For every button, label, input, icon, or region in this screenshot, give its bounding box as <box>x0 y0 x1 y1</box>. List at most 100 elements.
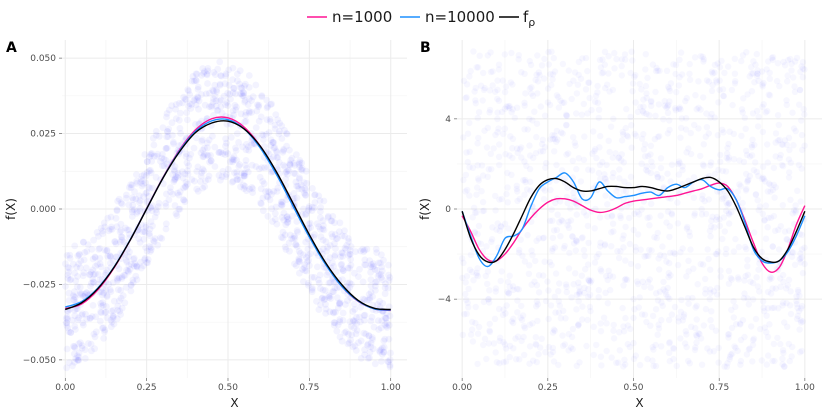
scatter-point <box>103 314 111 322</box>
scatter-point <box>606 272 614 279</box>
scatter-point <box>190 144 198 152</box>
scatter-point <box>643 252 650 260</box>
scatter-point <box>657 155 665 162</box>
scatter-point <box>506 272 513 279</box>
scatter-point <box>368 313 376 321</box>
scatter-point <box>608 354 615 361</box>
scatter-point <box>313 298 320 305</box>
scatter-point <box>659 191 666 198</box>
scatter-point <box>370 323 378 331</box>
scatter-point <box>661 102 669 109</box>
scatter-point <box>462 279 469 286</box>
scatter-point <box>725 63 732 70</box>
scatter-point <box>541 55 548 63</box>
scatter-point <box>181 95 189 103</box>
scatter-point <box>620 159 627 166</box>
scatter-point <box>646 112 653 119</box>
scatter-point <box>474 272 482 280</box>
scatter-point <box>111 238 118 245</box>
scatter-point <box>248 97 255 104</box>
scatter-point <box>383 322 390 330</box>
scatter-point <box>644 168 651 175</box>
scatter-point <box>666 340 673 347</box>
scatter-point <box>713 77 720 84</box>
scatter-point <box>76 250 83 258</box>
scatter-point <box>549 344 557 352</box>
scatter-point <box>466 119 473 127</box>
scatter-point <box>107 316 115 324</box>
scatter-point <box>677 106 684 113</box>
scatter-point <box>233 103 240 111</box>
scatter-point <box>592 92 600 100</box>
scatter-point <box>566 249 573 257</box>
scatter-point <box>257 199 264 207</box>
scatter-point <box>737 361 744 368</box>
scatter-point <box>749 296 757 303</box>
scatter-point <box>367 263 374 271</box>
scatter-point <box>239 88 247 96</box>
scatter-point <box>376 347 383 354</box>
scatter-point <box>707 289 714 297</box>
scatter-point <box>569 345 576 353</box>
scatter-point <box>703 124 711 131</box>
scatter-point <box>64 271 72 279</box>
scatter-point <box>267 136 275 144</box>
scatter-point <box>761 324 769 331</box>
scatter-point <box>536 72 543 79</box>
scatter-point <box>141 254 149 262</box>
scatter-point <box>92 313 100 321</box>
scatter-point <box>549 348 557 356</box>
scatter-point <box>70 342 77 350</box>
scatter-point <box>513 104 521 111</box>
scatter-point <box>666 339 673 346</box>
scatter-point <box>752 159 759 166</box>
scatter-point <box>798 302 806 310</box>
scatter-point <box>110 313 117 321</box>
scatter-point <box>337 253 344 261</box>
scatter-point <box>769 285 776 292</box>
scatter-point <box>764 107 771 115</box>
scatter-point <box>174 189 181 197</box>
scatter-point <box>531 208 538 215</box>
scatter-point <box>222 72 230 80</box>
scatter-point <box>582 54 590 62</box>
scatter-point <box>381 314 389 322</box>
scatter-point <box>677 49 685 56</box>
scatter-point <box>786 227 793 234</box>
scatter-point <box>232 147 240 154</box>
scatter-point <box>748 88 756 95</box>
scatter-point <box>764 188 771 195</box>
scatter-point <box>599 56 606 63</box>
scatter-point <box>328 217 336 225</box>
scatter-point <box>199 165 207 173</box>
scatter-point <box>241 97 249 104</box>
scatter-point <box>345 252 352 259</box>
scatter-point <box>533 133 540 141</box>
scatter-point <box>339 267 347 274</box>
scatter-point <box>685 268 692 275</box>
scatter-point <box>103 292 111 299</box>
scatter-point <box>475 323 483 331</box>
scatter-point <box>484 52 491 59</box>
scatter-point <box>566 80 573 88</box>
scatter-point <box>698 205 705 213</box>
scatter-point <box>612 150 619 157</box>
scatter-point <box>647 98 655 106</box>
scatter-point <box>286 161 294 169</box>
scatter-point <box>722 168 730 175</box>
scatter-point <box>620 197 627 204</box>
scatter-point <box>301 191 309 199</box>
scatter-point <box>193 96 201 104</box>
scatter-point <box>217 176 224 184</box>
scatter-point <box>293 182 300 190</box>
scatter-point <box>353 327 361 334</box>
scatter-point <box>331 253 338 260</box>
scatter-point <box>280 209 288 217</box>
scatter-point <box>136 239 144 246</box>
scatter-point <box>786 169 793 176</box>
scatter-point <box>475 134 482 142</box>
scatter-point <box>781 363 788 370</box>
scatter-point <box>241 169 249 177</box>
scatter-point <box>765 214 772 222</box>
scatter-point <box>798 254 805 261</box>
